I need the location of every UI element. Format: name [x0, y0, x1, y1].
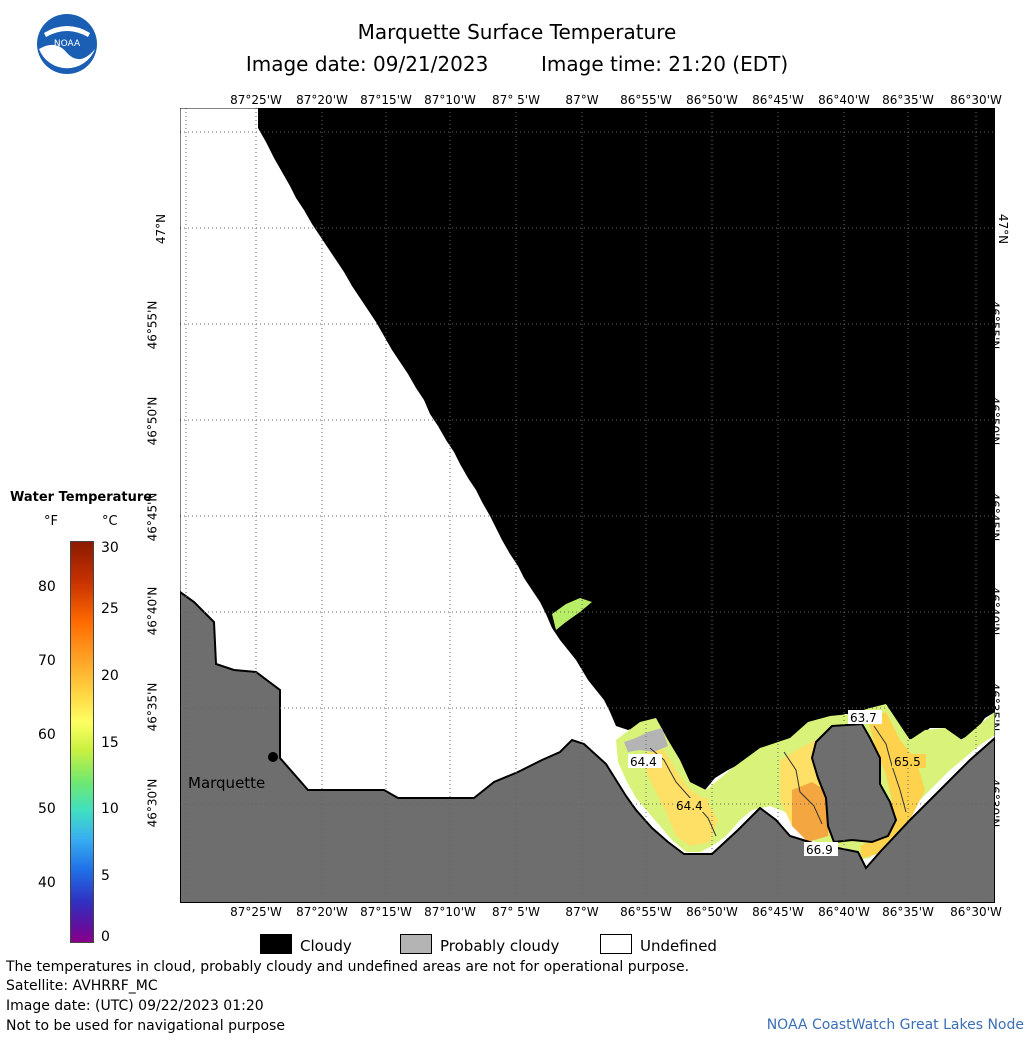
footer-nav-warning: Not to be used for navigational purpose: [6, 1018, 285, 1034]
lat-label-right: 47°N: [996, 213, 1011, 245]
graticule: [180, 108, 995, 903]
c-tick: 10: [101, 801, 119, 817]
lon-label-top: 86°35'W: [882, 93, 934, 107]
lon-label-top: 86°50'W: [686, 93, 738, 107]
footer-satellite: Satellite: AVHRRF_MC: [6, 978, 158, 994]
f-tick: 40: [38, 875, 56, 891]
water-temp-patch: [552, 598, 592, 630]
lon-label-bottom: 87°15'W: [360, 905, 412, 919]
unit-celsius: °C: [102, 514, 118, 529]
lon-label-top: 87°W: [565, 93, 599, 107]
image-date-time: Image date: 09/21/2023 Image time: 21:20…: [0, 52, 1034, 76]
temp-label-bg: [892, 754, 926, 768]
lon-label-bottom: 86°30'W: [950, 905, 1002, 919]
lon-label-top: 87°10'W: [424, 93, 476, 107]
lon-label-top: 87° 5'W: [492, 93, 540, 107]
legend-title: Water Temperature: [10, 490, 153, 505]
footer-utc-date: Image date: (UTC) 09/22/2023 01:20: [6, 998, 264, 1014]
city-marker-icon: [268, 752, 278, 762]
temperature-colorbar: [70, 541, 94, 943]
unit-fahrenheit: °F: [44, 514, 58, 529]
credit-link[interactable]: NOAA CoastWatch Great Lakes Node: [766, 1017, 1024, 1033]
logo-text: NOAA: [54, 39, 81, 49]
map-title: Marquette Surface Temperature: [357, 20, 677, 44]
c-tick: 5: [101, 868, 110, 884]
land-area: [810, 722, 898, 844]
temp-label: 64.4: [676, 799, 703, 813]
lon-label-bottom: 87° 5'W: [492, 905, 540, 919]
undefined-label: Undefined: [640, 937, 717, 955]
c-tick: 15: [101, 735, 119, 751]
lon-label-bottom: 87°W: [565, 905, 599, 919]
lon-label-top: 86°55'W: [620, 93, 672, 107]
lat-label-left: 46°40'N: [145, 586, 160, 636]
lon-label-bottom: 86°50'W: [686, 905, 738, 919]
f-tick: 70: [38, 653, 56, 669]
probably-cloudy-swatch: [400, 934, 432, 954]
c-tick: 0: [101, 929, 110, 945]
cloudy-label: Cloudy: [300, 937, 352, 955]
land-area: [180, 590, 995, 903]
lat-label-left: 47°N: [154, 213, 169, 245]
lon-label-top: 87°15'W: [360, 93, 412, 107]
lon-label-bottom: 86°40'W: [818, 905, 870, 919]
noaa-logo-icon: NOAA: [37, 14, 97, 74]
lon-label-bottom: 86°55'W: [620, 905, 672, 919]
isotherm-line: [783, 751, 823, 825]
undefined-swatch: [600, 934, 632, 954]
cloud-area: [258, 108, 995, 790]
f-tick: 60: [38, 727, 56, 743]
lon-label-top: 86°30'W: [950, 93, 1002, 107]
temp-label: 63.7: [850, 711, 877, 725]
c-tick: 25: [101, 601, 119, 617]
lat-label-left: 46°50'N: [145, 396, 160, 446]
lon-label-top: 86°40'W: [818, 93, 870, 107]
water-temp-hot: [792, 782, 828, 842]
probably-cloudy-label: Probably cloudy: [440, 937, 560, 955]
temp-label: 65.5: [894, 755, 921, 769]
f-tick: 80: [38, 579, 56, 595]
image-date: Image date: 09/21/2023: [245, 52, 489, 76]
lat-label-left: 46°55'N: [145, 300, 160, 350]
temp-label-bg: [628, 754, 662, 768]
lon-label-top: 86°45'W: [752, 93, 804, 107]
cloudy-swatch: [260, 934, 292, 954]
lon-label-bottom: 87°10'W: [424, 905, 476, 919]
lon-label-top: 87°25'W: [230, 93, 282, 107]
footer-note: The temperatures in cloud, probably clou…: [6, 959, 690, 975]
c-tick: 30: [101, 540, 119, 556]
lon-label-bottom: 86°35'W: [882, 905, 934, 919]
temp-label: 66.9: [806, 843, 833, 857]
temp-label-bg: [674, 798, 708, 812]
lat-label-left: 46°35'N: [145, 682, 160, 732]
city-label: Marquette: [188, 774, 265, 792]
image-time: Image time: 21:20 (EDT): [541, 52, 789, 76]
lat-label-left: 46°30'N: [145, 778, 160, 828]
lon-label-bottom: 86°45'W: [752, 905, 804, 919]
c-tick: 20: [101, 668, 119, 684]
lon-label-top: 87°20'W: [296, 93, 348, 107]
f-tick: 50: [38, 801, 56, 817]
temp-label-bg: [848, 710, 882, 724]
temp-label-bg: [804, 842, 838, 856]
temp-label: 64.4: [630, 755, 657, 769]
lon-label-bottom: 87°20'W: [296, 905, 348, 919]
sst-map: 64.4 64.4 63.7 65.5 66.9 Marquette: [180, 108, 995, 903]
lon-label-bottom: 87°25'W: [230, 905, 282, 919]
